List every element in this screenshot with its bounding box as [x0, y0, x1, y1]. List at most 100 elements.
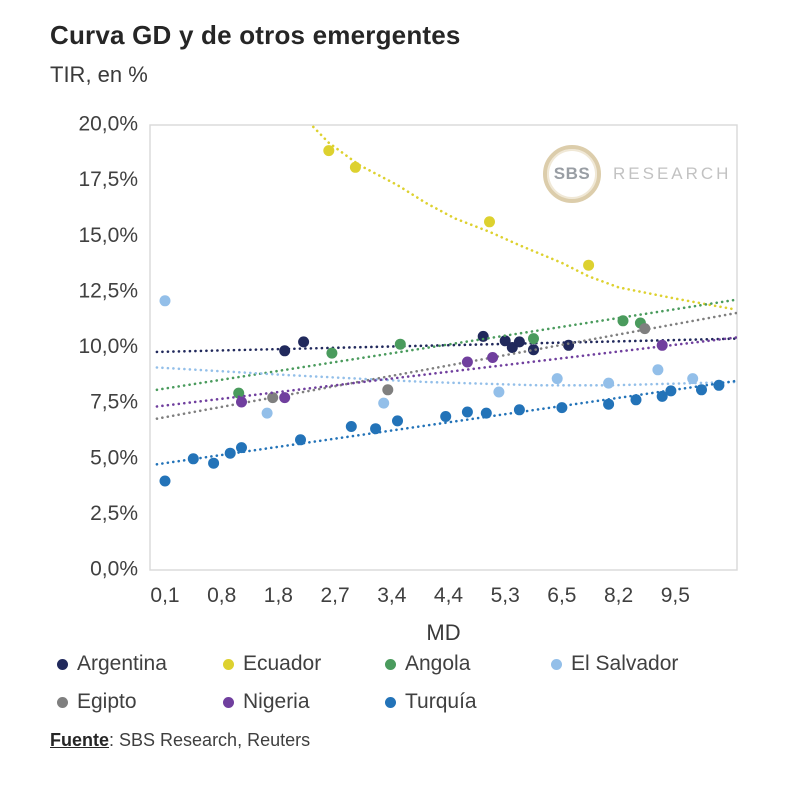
y-tick-label: 10,0%: [78, 335, 138, 358]
trendline-turquia: [155, 379, 737, 466]
legend: Argentina Ecuador Angola El Salvador Egipto N…: [57, 648, 767, 718]
point-turquia: [630, 394, 642, 406]
chart-title: Curva GD y de otros emergentes: [50, 20, 461, 50]
point-turquia: [603, 398, 615, 410]
sbs-logo-text: SBS: [553, 164, 591, 183]
legend-item-egipto: Egipto: [57, 686, 223, 718]
series-argentina: [155, 330, 737, 357]
trendline-ecuador: [309, 125, 737, 311]
legend-dot-el-salvador: [551, 658, 562, 670]
point-ecuador: [583, 259, 595, 271]
point-el-salvador: [687, 373, 699, 385]
x-tick-label: 0,8: [207, 584, 236, 607]
point-nigeria: [236, 396, 247, 408]
point-el-salvador: [261, 407, 273, 419]
series-nigeria: [155, 336, 737, 408]
y-tick-label: 15,0%: [78, 224, 138, 247]
trendline-el-salvador: [155, 366, 737, 387]
y-tick-label: 20,0%: [78, 113, 138, 136]
y-axis-title: TIR, en %: [50, 62, 148, 87]
point-turquia: [461, 406, 473, 418]
point-argentina: [298, 336, 310, 348]
legend-item-el-salvador: El Salvador: [551, 648, 767, 680]
point-argentina: [563, 339, 575, 351]
point-ecuador: [484, 216, 495, 228]
legend-label-argentina: Argentina: [77, 652, 167, 675]
x-tick-label: 6,5: [547, 584, 576, 607]
legend-dot-angola: [385, 658, 396, 670]
legend-item-ecuador: Ecuador: [223, 648, 385, 680]
scatter-chart: 20,0% 17,5% 15,0% 12,5% 10,0% 7,5% 5,0% 2,5% 0,0…: [78, 113, 738, 645]
y-tick-label: 2,5%: [90, 502, 138, 525]
point-turquia: [513, 404, 525, 416]
source-label: Fuente: [50, 730, 110, 750]
trendline-argentina: [155, 337, 737, 354]
point-ecuador: [323, 145, 335, 157]
point-egipto: [639, 323, 651, 335]
legend-label-ecuador: Ecuador: [243, 652, 322, 675]
point-turquia: [345, 421, 357, 432]
chart-area: 20,0% 17,5% 15,0% 12,5% 10,0% 7,5% 5,0% 2,5% 0,0…: [0, 95, 800, 655]
point-angola: [394, 338, 406, 350]
point-angola: [233, 387, 245, 399]
point-el-salvador: [378, 397, 390, 409]
point-turquia: [713, 379, 725, 391]
point-argentina: [477, 330, 489, 342]
series-egipto: [155, 311, 737, 421]
x-tick-label: 2,7: [320, 584, 349, 607]
legend-label-egipto: Egipto: [77, 690, 137, 713]
point-turquia: [224, 447, 236, 459]
point-turquia: [236, 442, 247, 454]
source-text: : SBS Research, Reuters: [109, 730, 311, 750]
point-argentina: [513, 336, 525, 348]
y-tick-label: 12,5%: [78, 279, 138, 302]
legend-dot-nigeria: [223, 696, 234, 708]
point-turquia: [159, 475, 171, 487]
x-tick-label: 3,4: [377, 584, 407, 607]
series-el-salvador: [155, 295, 737, 419]
point-turquia: [556, 402, 568, 414]
point-egipto: [267, 392, 279, 404]
point-nigeria: [279, 392, 291, 404]
sbs-logo-circle: SBS: [543, 145, 601, 203]
x-axis-title: MD: [426, 620, 460, 645]
series-turquia: [155, 379, 737, 487]
legend-dot-turquia: [385, 696, 396, 708]
point-el-salvador: [652, 364, 664, 376]
point-el-salvador: [159, 295, 171, 307]
point-angola: [326, 347, 338, 359]
legend-dot-ecuador: [223, 658, 234, 670]
y-tick-label: 0,0%: [90, 558, 138, 581]
point-egipto: [382, 384, 394, 396]
trendline-nigeria: [155, 336, 737, 408]
point-argentina: [279, 345, 291, 357]
point-turquia: [656, 390, 668, 402]
legend-label-angola: Angola: [405, 652, 471, 675]
series-angola: [155, 298, 737, 399]
x-tick-label: 9,5: [661, 584, 690, 607]
legend-item-angola: Angola: [385, 648, 551, 680]
source-note: Fuente: SBS Research, Reuters: [50, 730, 310, 751]
y-tick-label: 17,5%: [78, 168, 138, 191]
x-tick-label: 5,3: [491, 584, 520, 607]
y-tick-label: 5,0%: [90, 446, 138, 469]
point-turquia: [370, 423, 382, 435]
y-tick-label: 7,5%: [90, 391, 138, 414]
legend-item-turquia: Turquía: [385, 686, 551, 718]
series-ecuador: [309, 125, 737, 311]
point-turquia: [696, 384, 707, 396]
point-angola: [617, 315, 629, 327]
point-turquia: [665, 385, 677, 397]
point-turquia: [440, 411, 452, 422]
legend-item-argentina: Argentina: [57, 648, 223, 680]
point-turquia: [392, 415, 403, 427]
point-nigeria: [461, 356, 473, 368]
x-tick-label: 0,1: [150, 584, 179, 607]
point-el-salvador: [603, 377, 615, 389]
x-tick-label: 8,2: [604, 584, 633, 607]
legend-label-turquia: Turquía: [405, 690, 477, 713]
legend-dot-egipto: [57, 696, 68, 708]
point-el-salvador: [493, 386, 505, 398]
point-el-salvador: [551, 373, 563, 385]
